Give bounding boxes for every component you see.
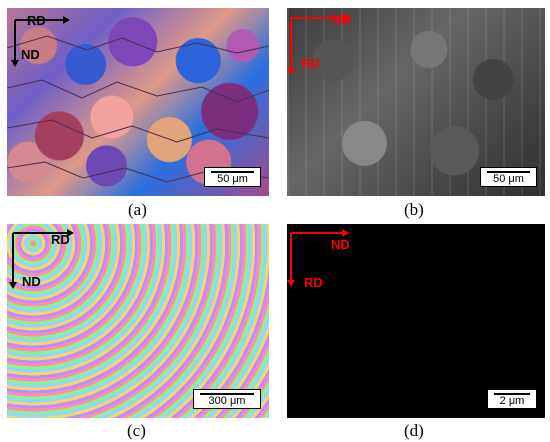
scale-bar: 300 μm	[193, 389, 261, 409]
scale-bar-line	[494, 392, 530, 395]
scale-bar-line	[487, 170, 530, 173]
scale-bar-line	[211, 170, 254, 173]
axis-label-nd: ND	[21, 47, 40, 62]
scale-bar: 50 μm	[204, 167, 261, 187]
axis-label-nd: ND	[22, 274, 41, 289]
axis-label-rd: RD	[304, 275, 323, 290]
caption-d: (d)	[404, 421, 424, 440]
scale-bar: 50 μm	[480, 167, 537, 187]
axis-label-rd: RD	[301, 56, 320, 71]
axis-label-rd: RD	[27, 13, 46, 28]
caption-a: (a)	[128, 200, 147, 219]
axis-label-nd: ND	[331, 237, 350, 252]
scale-bar-line	[200, 392, 254, 395]
axis-label-nd: ND	[332, 12, 351, 27]
scale-bar-label: 2 μm	[499, 394, 525, 407]
sem-image-panel-b: ND RD 50 μm	[287, 8, 545, 196]
ebsd-map-panel-c: RD ND 300 μm	[7, 224, 269, 418]
orientation-axes-a	[11, 16, 70, 67]
orientation-axes-c	[9, 229, 74, 289]
orientation-axes-d	[287, 229, 349, 287]
scale-bar-label: 50 μm	[493, 172, 524, 185]
scale-bar-label: 50 μm	[217, 172, 248, 185]
tem-image-panel-d: ND RD 2 μm	[287, 224, 545, 418]
scale-bar-label: 300 μm	[208, 394, 246, 407]
orientation-axes-b	[287, 14, 352, 75]
axis-label-rd: RD	[51, 232, 70, 247]
ebsd-map-panel-a: RD ND 50 μm	[7, 8, 269, 196]
caption-b: (b)	[404, 200, 424, 219]
scale-bar: 2 μm	[487, 389, 537, 409]
caption-c: (c)	[127, 421, 146, 440]
